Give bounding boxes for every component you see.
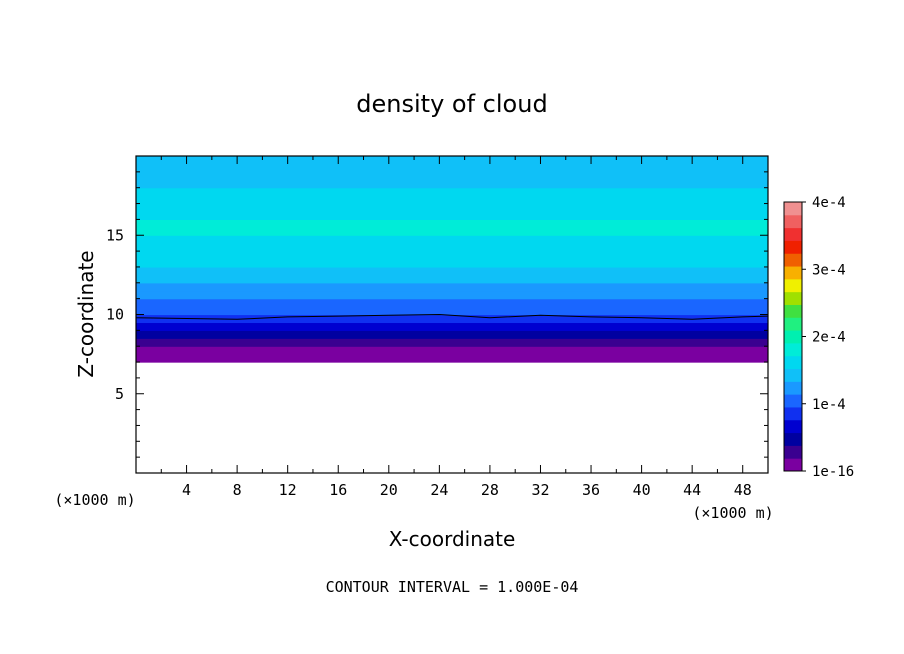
x-tick-labels: 4 8 12 16 20 24 28 32 36 40 44 48 — [182, 481, 752, 499]
heatmap-band — [136, 346, 768, 354]
colorbar-label: 3e-4 — [812, 262, 846, 278]
colorbar-segment — [784, 419, 802, 434]
colorbar-segment — [784, 406, 802, 421]
contour-interval-note: CONTOUR INTERVAL = 1.000E-04 — [326, 578, 579, 596]
chart-title: density of cloud — [356, 90, 547, 118]
x-tick-label: 36 — [582, 481, 600, 499]
heatmap-band — [136, 211, 768, 220]
heatmap-band — [136, 178, 768, 189]
x-tick-label: 4 — [182, 481, 191, 499]
heatmap-band — [136, 330, 768, 339]
x-unit-left: (×1000 m) — [54, 491, 135, 509]
x-tick-label: 20 — [380, 481, 398, 499]
colorbar-segment — [784, 253, 802, 267]
heatmap-band — [136, 322, 768, 331]
x-tick-label: 28 — [481, 481, 499, 499]
colorbar-segment — [784, 432, 802, 446]
colorbar-segment — [784, 368, 802, 382]
y-axis-label: Z-coordinate — [74, 250, 98, 377]
heatmap-band — [136, 167, 768, 179]
heatmap-band — [136, 290, 768, 300]
x-tick-label: 48 — [734, 481, 752, 499]
heatmap-band — [136, 282, 768, 292]
x-unit-right: (×1000 m) — [692, 504, 773, 522]
heatmap-band — [136, 306, 768, 316]
heatmap-band — [136, 352, 768, 363]
colorbar-label: 1e-16 — [812, 464, 854, 480]
axis-ticks — [136, 156, 768, 473]
colorbar-segment — [784, 330, 802, 344]
heatmap-band — [136, 187, 768, 201]
contour-lines — [136, 313, 768, 320]
colorbar-segment — [784, 266, 802, 280]
colorbar-segment — [784, 240, 802, 254]
colorbar-segment — [784, 317, 802, 331]
x-tick-label: 24 — [430, 481, 448, 499]
heatmap-band — [136, 259, 768, 268]
contour-line — [136, 313, 768, 320]
x-tick-label: 44 — [683, 481, 701, 499]
colorbar-segment — [784, 227, 802, 241]
heatmap-band — [136, 251, 768, 260]
colorbar-segment — [784, 458, 802, 472]
x-tick-label: 16 — [329, 481, 347, 499]
colorbar-segment — [784, 291, 802, 305]
heatmap-band — [136, 200, 768, 213]
colorbar-segment — [784, 304, 802, 318]
x-tick-label: 40 — [633, 481, 651, 499]
colorbar — [784, 202, 802, 472]
colorbar-segment — [784, 342, 802, 357]
colorbar-label: 2e-4 — [812, 330, 846, 346]
x-tick-label: 12 — [279, 481, 297, 499]
heatmap-band — [136, 235, 768, 252]
heatmap-band — [136, 314, 768, 324]
colorbar-segment — [784, 381, 802, 395]
heatmap-band — [136, 338, 768, 347]
y-tick-labels: 5 10 15 — [106, 226, 124, 403]
heatmap-band — [136, 298, 768, 308]
colorbar-segment — [784, 202, 802, 216]
heatmap-band — [136, 274, 768, 284]
colorbar-label: 1e-4 — [812, 397, 846, 413]
x-tick-label: 8 — [233, 481, 242, 499]
colorbar-segment — [784, 445, 802, 459]
colorbar-segment — [784, 394, 802, 408]
x-axis-label: X-coordinate — [389, 527, 516, 551]
colorbar-labels: 1e-16 1e-4 2e-4 3e-4 4e-4 — [802, 195, 854, 480]
heatmap-fill — [136, 156, 768, 363]
colorbar-label: 4e-4 — [812, 195, 846, 211]
y-tick-label: 10 — [106, 306, 124, 324]
heatmap-band — [136, 156, 768, 168]
y-tick-label: 15 — [106, 226, 124, 244]
heatmap-band — [136, 219, 768, 236]
x-tick-label: 32 — [531, 481, 549, 499]
heatmap-band — [136, 266, 768, 276]
colorbar-segment — [784, 278, 802, 293]
colorbar-segment — [784, 214, 802, 229]
y-tick-label: 5 — [115, 385, 124, 403]
colorbar-segment — [784, 355, 802, 370]
